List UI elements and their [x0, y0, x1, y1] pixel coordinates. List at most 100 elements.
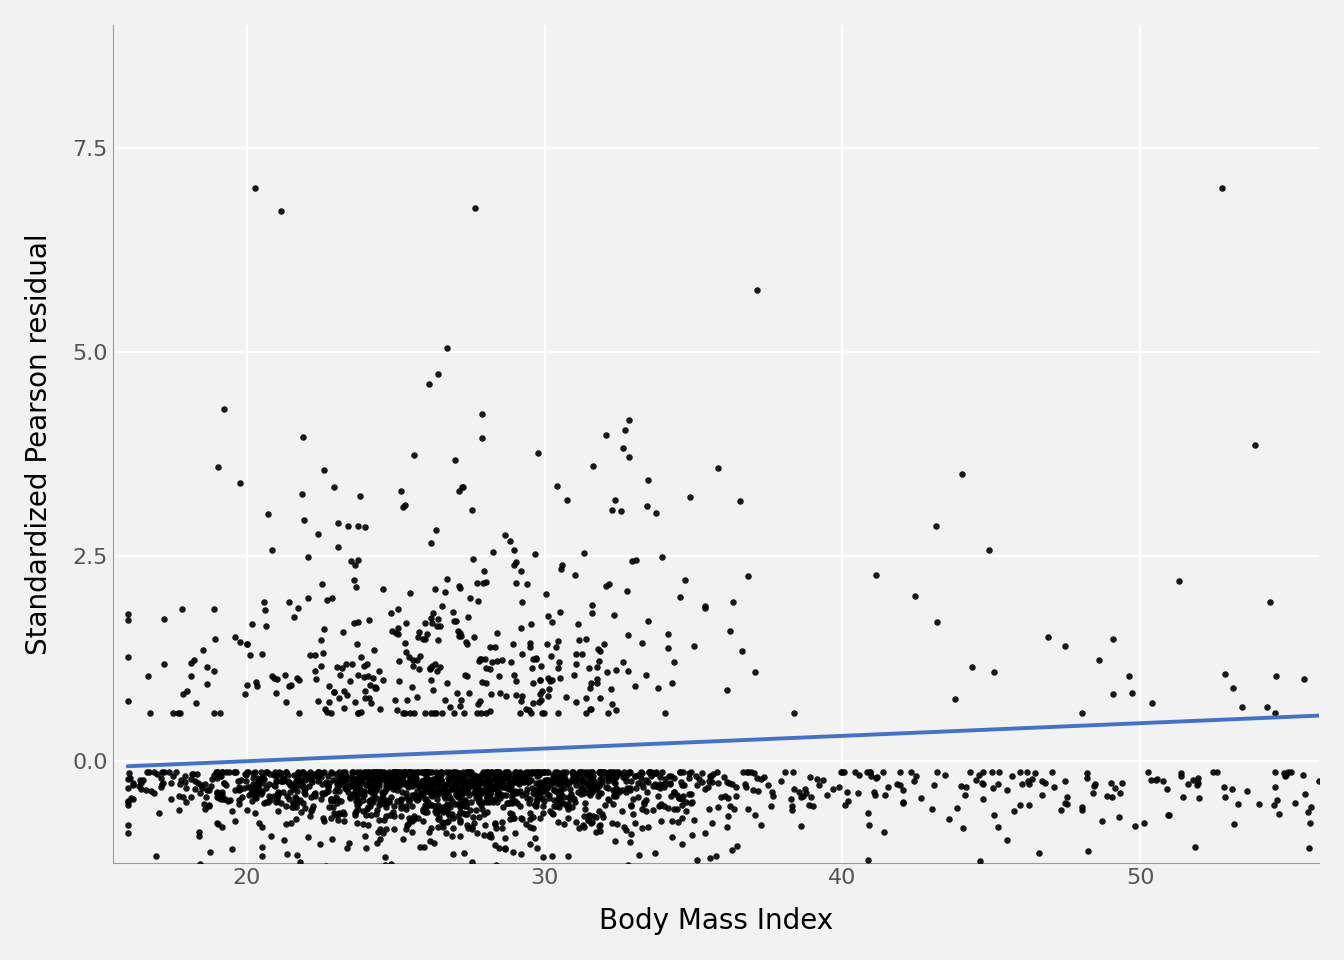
- Point: [903, 588, 925, 604]
- Point: [378, 773, 399, 788]
- Point: [411, 786, 433, 802]
- Point: [368, 769, 390, 784]
- Point: [396, 817, 418, 832]
- Point: [333, 780, 355, 796]
- Point: [1171, 765, 1192, 780]
- Point: [641, 764, 663, 780]
- Point: [465, 769, 487, 784]
- Point: [1294, 786, 1316, 802]
- Point: [508, 771, 530, 786]
- Point: [192, 780, 214, 796]
- Point: [569, 772, 590, 787]
- Point: [133, 773, 155, 788]
- Point: [395, 776, 417, 791]
- Point: [313, 813, 335, 828]
- Point: [273, 832, 294, 848]
- Point: [590, 765, 612, 780]
- Point: [317, 779, 339, 794]
- Point: [431, 779, 453, 794]
- Point: [414, 804, 435, 820]
- Point: [489, 791, 511, 806]
- Point: [1294, 672, 1316, 687]
- Point: [228, 782, 250, 798]
- Point: [555, 796, 577, 811]
- Point: [657, 801, 679, 816]
- Point: [503, 542, 524, 558]
- Point: [402, 778, 423, 793]
- Point: [313, 463, 335, 478]
- Point: [719, 624, 741, 639]
- Point: [582, 778, 603, 793]
- Point: [402, 778, 423, 793]
- Point: [464, 201, 485, 216]
- Point: [669, 589, 691, 605]
- Point: [521, 780, 543, 795]
- Point: [426, 769, 448, 784]
- Point: [390, 791, 411, 806]
- Point: [422, 774, 444, 789]
- Point: [468, 697, 489, 712]
- Point: [386, 764, 407, 780]
- Point: [646, 779, 668, 794]
- Point: [594, 798, 616, 813]
- Point: [863, 895, 884, 910]
- Point: [586, 675, 607, 690]
- Point: [208, 790, 230, 805]
- Point: [457, 806, 478, 822]
- Point: [266, 793, 288, 808]
- Point: [575, 631, 597, 646]
- Point: [159, 764, 180, 780]
- Point: [448, 796, 469, 811]
- Point: [249, 781, 270, 797]
- Point: [890, 764, 911, 780]
- Point: [1017, 776, 1039, 791]
- Point: [160, 775, 181, 790]
- Point: [558, 776, 579, 791]
- Point: [567, 617, 589, 633]
- Point: [353, 659, 375, 674]
- Point: [363, 642, 384, 658]
- Point: [427, 781, 449, 797]
- Point: [481, 655, 503, 670]
- Point: [657, 627, 679, 642]
- Point: [594, 636, 616, 652]
- Point: [462, 820, 484, 835]
- Point: [175, 768, 196, 783]
- Point: [554, 771, 575, 786]
- Point: [550, 794, 571, 809]
- Point: [460, 779, 481, 794]
- Point: [266, 671, 288, 686]
- Point: [206, 789, 227, 804]
- Point: [866, 567, 887, 583]
- Point: [505, 785, 527, 801]
- Point: [539, 804, 560, 819]
- Point: [1146, 772, 1168, 787]
- Point: [352, 816, 374, 831]
- Point: [564, 771, 586, 786]
- Point: [378, 772, 399, 787]
- Point: [488, 768, 509, 783]
- Point: [516, 576, 538, 591]
- Point: [1263, 764, 1285, 780]
- Point: [413, 775, 434, 790]
- Point: [500, 779, 521, 794]
- Point: [117, 780, 138, 796]
- Point: [394, 764, 415, 780]
- Point: [255, 780, 277, 796]
- Point: [317, 780, 339, 795]
- Point: [206, 764, 227, 780]
- Point: [237, 764, 258, 780]
- Point: [175, 774, 196, 789]
- Point: [1021, 771, 1043, 786]
- Point: [1035, 776, 1056, 791]
- Point: [488, 769, 509, 784]
- Point: [452, 785, 473, 801]
- Point: [355, 769, 376, 784]
- Point: [314, 784, 336, 800]
- Point: [485, 772, 507, 787]
- Point: [316, 858, 337, 874]
- Point: [1220, 781, 1242, 797]
- Point: [566, 646, 587, 661]
- Point: [239, 788, 261, 804]
- Point: [405, 789, 426, 804]
